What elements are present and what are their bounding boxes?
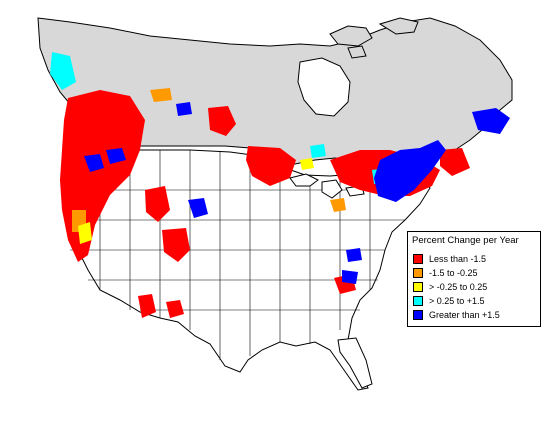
blue-west-region <box>84 148 126 172</box>
trend-regions <box>50 52 510 318</box>
red-colorado-region <box>162 228 190 262</box>
legend-item-0-25-to-1-5: > 0.25 to +1.5 <box>413 295 485 307</box>
legend-swatch-orange <box>413 268 423 278</box>
legend-label: > -0.25 to 0.25 <box>429 282 488 292</box>
legend-label: -1.5 to -0.25 <box>429 268 478 278</box>
blue-newfoundland-region <box>472 108 510 134</box>
legend-label: Greater than +1.5 <box>429 310 500 320</box>
red-atlantic-canada-region <box>440 148 470 176</box>
legend-label: Less than -1.5 <box>429 254 487 264</box>
legend-label: > 0.25 to +1.5 <box>429 296 485 306</box>
legend-swatch-cyan <box>413 296 423 306</box>
red-southwest-region <box>138 294 156 318</box>
legend-title: Percent Change per Year <box>412 235 519 246</box>
florida <box>337 337 373 389</box>
legend-item-greater-than-1-5: Greater than +1.5 <box>413 309 500 321</box>
red-texas-region <box>166 300 184 318</box>
legend-item-minus-1-5-to-minus-0-25: -1.5 to -0.25 <box>413 267 478 279</box>
legend: Percent Change per Year Less than -1.5 -… <box>407 231 541 327</box>
red-great-lakes-region <box>246 146 296 186</box>
legend-swatch-blue <box>413 310 423 320</box>
legend-swatch-red <box>413 254 423 264</box>
state-boundaries <box>66 150 405 360</box>
legend-swatch-yellow <box>413 282 423 292</box>
red-rocky-region <box>145 186 170 222</box>
red-central-canada-region <box>208 106 236 136</box>
hudson-bay <box>297 57 351 117</box>
blue-northeast-region <box>374 140 446 202</box>
legend-item-less-than-minus-1-5: Less than -1.5 <box>413 253 486 265</box>
arctic-islands <box>329 17 419 59</box>
legend-item-minus-0-25-to-0-25: > -0.25 to 0.25 <box>413 281 487 293</box>
